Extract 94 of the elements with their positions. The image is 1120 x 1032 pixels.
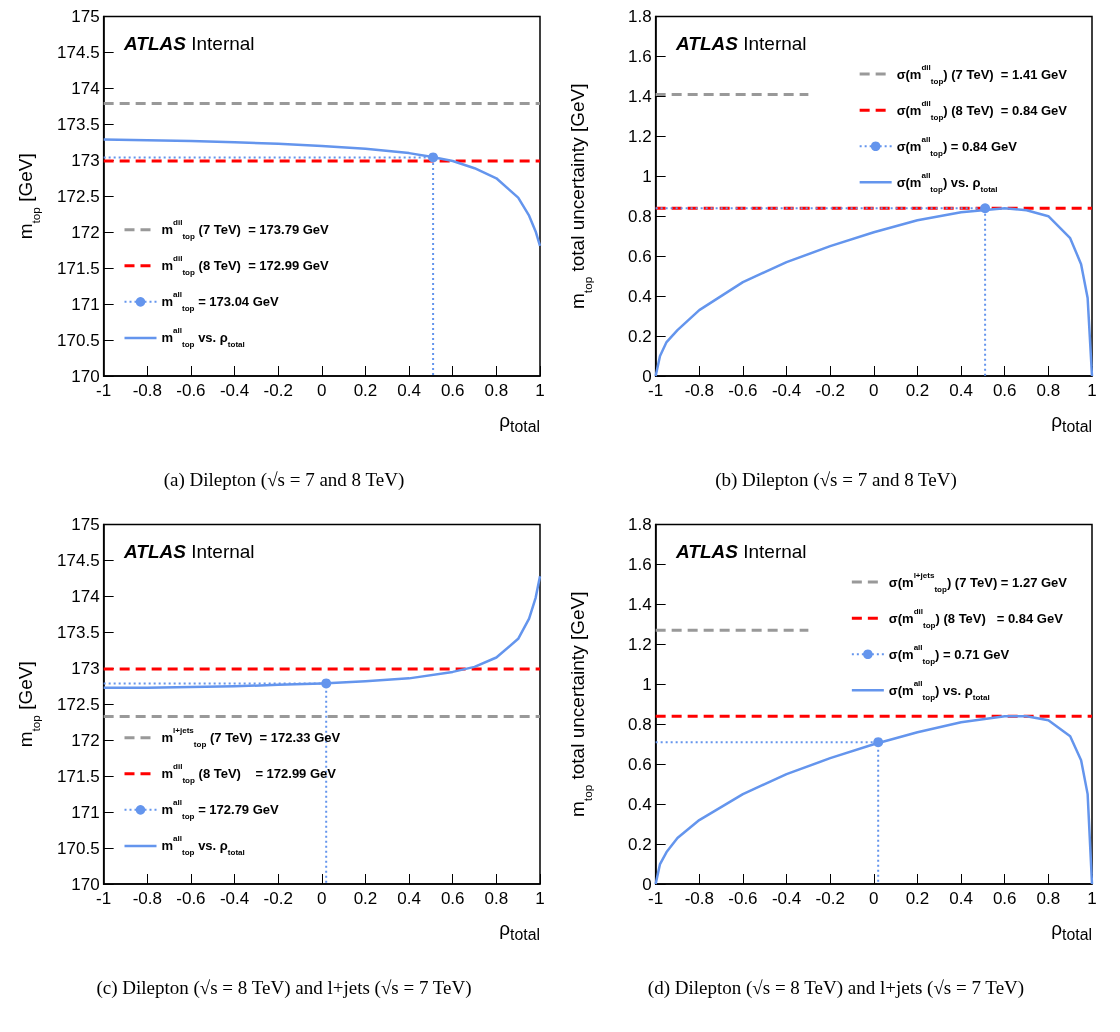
text: (d) Dilepton (√s = 8 TeV) and l+jets (√s = 7 TeV) (647, 977, 1025, 999)
x-axis-title: ρ$_{total}$ (1051, 918, 1092, 944)
y-tick-label: 174 (71, 78, 100, 98)
y-tick-label: 1.6 (628, 554, 652, 574)
x-tick-label: 0.8 (484, 381, 509, 400)
x-tick-label: 0.4 (397, 381, 421, 400)
x-tick-label: 0.6 (440, 889, 465, 908)
x-tick-label: 0.4 (949, 381, 973, 400)
x-tick-label: -0.2 (815, 889, 845, 908)
y-tick-label: 175 (71, 7, 100, 26)
text: (c) Dilepton (√s = 8 TeV) and l+jets (√s = 7 TeV) (96, 977, 472, 999)
y-tick-label: 1.2 (628, 126, 652, 146)
x-tick-label: 1 (535, 381, 545, 400)
x-tick-label: -0.6 (728, 381, 758, 400)
y-tick-label: 171 (71, 294, 100, 314)
y-axis-title: mtop total uncertainty [GeV] (567, 83, 595, 309)
text: (b) Dilepton (√s = 7 and 8 TeV) (715, 469, 957, 491)
y-tick-label: 175 (71, 515, 100, 534)
y-tick-label: 0.6 (628, 246, 652, 266)
x-tick-label: -0.2 (263, 381, 293, 400)
y-tick-label: 0.2 (628, 834, 652, 854)
x-tick-label: 0 (869, 889, 879, 908)
y-tick-label: 1 (642, 674, 652, 694)
x-tick-label: 0 (317, 381, 327, 400)
y-tick-label: 170.5 (57, 330, 100, 350)
annotation: ATLAS Internal (123, 33, 255, 54)
y-tick-label: 173.5 (57, 622, 100, 642)
x-tick-label: -0.6 (176, 889, 206, 908)
x-tick-label: -0.8 (132, 381, 162, 400)
x-tick-label: 0.2 (905, 381, 930, 400)
x-axis-title: ρ$_{total}$ (1051, 410, 1092, 436)
y-tick-label: 1 (642, 166, 652, 186)
x-tick-label: -0.4 (219, 381, 250, 400)
x-tick-label: -0.6 (728, 889, 758, 908)
y-tick-label: 173 (71, 150, 100, 170)
y-tick-label: 172 (71, 730, 100, 750)
y-tick-label: 1.4 (628, 86, 652, 106)
y-tick-label: 172.5 (57, 186, 100, 206)
x-tick-label: -0.2 (815, 381, 845, 400)
y-tick-label: 173 (71, 658, 100, 678)
y-tick-label: 0.4 (628, 794, 652, 814)
x-axis-title: ρ$_{total}$ (499, 918, 540, 944)
x-tick-label: 0 (317, 889, 327, 908)
x-tick-label: 0.6 (992, 381, 1017, 400)
x-tick-label: 1 (535, 889, 545, 908)
y-tick-label: 174.5 (57, 550, 100, 570)
x-tick-label: 0.2 (905, 889, 930, 908)
y-tick-label: 0.4 (628, 286, 652, 306)
x-tick-label: -0.2 (263, 889, 293, 908)
x-tick-label: -0.8 (684, 381, 714, 400)
x-tick-label: -0.4 (771, 381, 802, 400)
x-tick-label: 1 (1087, 889, 1097, 908)
x-tick-label: 0.4 (397, 889, 421, 908)
text: (a) Dilepton (√s = 7 and 8 TeV) (163, 469, 405, 491)
y-tick-label: 171.5 (57, 258, 100, 278)
x-tick-label: 0.8 (484, 889, 509, 908)
x-tick-label: 0.6 (440, 381, 465, 400)
y-tick-label: 171 (71, 802, 100, 822)
y-tick-label: 1.4 (628, 594, 652, 614)
y-tick-label: 172.5 (57, 694, 100, 714)
y-tick-label: 172 (71, 222, 100, 242)
y-tick-label: 0.2 (628, 326, 652, 346)
x-tick-label: 0.2 (353, 889, 378, 908)
y-tick-label: 1.6 (628, 46, 652, 66)
annotation: ATLAS Internal (675, 33, 807, 54)
x-tick-label: 0 (869, 381, 879, 400)
y-tick-label: 0.8 (628, 714, 652, 734)
y-tick-label: 1.8 (628, 7, 652, 26)
x-tick-label: 0.8 (1036, 381, 1061, 400)
x-tick-label: 0.6 (992, 889, 1017, 908)
x-tick-label: -0.8 (132, 889, 162, 908)
x-tick-label: 0.8 (1036, 889, 1061, 908)
y-axis-title: mtop [GeV] (15, 661, 43, 748)
x-tick-label: 1 (1087, 381, 1097, 400)
annotation: ATLAS Internal (123, 541, 255, 562)
x-tick-label: 0.2 (353, 381, 378, 400)
x-tick-label: 0.4 (949, 889, 973, 908)
y-tick-label: 1.2 (628, 634, 652, 654)
x-tick-label: -0.8 (684, 889, 714, 908)
x-tick-label: -0.4 (219, 889, 250, 908)
y-axis-title: mtop [GeV] (15, 153, 43, 240)
y-tick-label: 0.8 (628, 206, 652, 226)
x-axis-title: ρ$_{total}$ (499, 410, 540, 436)
x-tick-label: -0.4 (771, 889, 802, 908)
y-tick-label: 171.5 (57, 766, 100, 786)
x-tick-label: -0.6 (176, 381, 206, 400)
annotation: ATLAS Internal (675, 541, 807, 562)
y-tick-label: 174.5 (57, 42, 100, 62)
y-tick-label: 174 (71, 586, 100, 606)
y-axis-title: mtop total uncertainty [GeV] (567, 591, 595, 817)
y-tick-label: 1.8 (628, 515, 652, 534)
y-tick-label: 170.5 (57, 838, 100, 858)
y-tick-label: 0.6 (628, 754, 652, 774)
y-tick-label: 173.5 (57, 114, 100, 134)
